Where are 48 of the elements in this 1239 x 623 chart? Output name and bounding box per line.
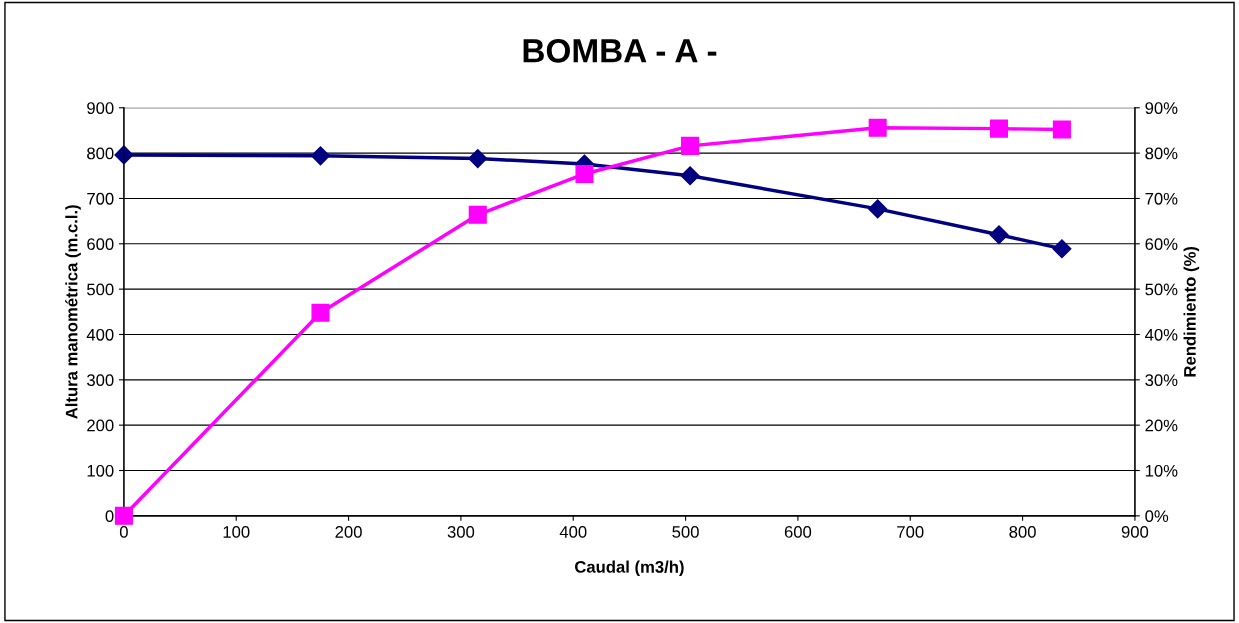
point <box>680 166 700 186</box>
x-tick-label: 900 <box>1121 526 1149 538</box>
x-tick-label: 800 <box>1009 526 1036 538</box>
y2-axis-title: Rendimiento (%) <box>1183 246 1200 377</box>
x-tick-label: 300 <box>447 526 475 538</box>
point <box>468 205 487 224</box>
x-axis-title: Caudal (m3/h) <box>575 560 684 577</box>
y-tick-label: 600 <box>87 238 114 250</box>
y-tick-label: 300 <box>87 374 114 387</box>
y2-tick-label: 70% <box>1145 192 1178 205</box>
y-tick-label: 700 <box>87 192 114 205</box>
y2-tick-label: 20% <box>1145 419 1178 432</box>
point <box>868 199 888 219</box>
point <box>681 136 700 155</box>
point <box>310 146 331 166</box>
y2-tick-label: 80% <box>1145 147 1178 160</box>
y2-tick-label: 60% <box>1145 238 1178 250</box>
point <box>868 118 887 137</box>
point <box>989 119 1009 138</box>
y2-tick-label: 0% <box>1145 510 1169 523</box>
chart-title: BOMBA - A - <box>523 39 717 63</box>
x-tick-label: 600 <box>784 526 812 538</box>
point <box>311 303 330 322</box>
point <box>575 164 594 184</box>
x-tick-label: 500 <box>672 526 699 538</box>
y-axis-title: Altura manométrica (m.c.l.) <box>65 205 81 419</box>
x-tick-label: 700 <box>897 526 924 538</box>
x-tick-label: 400 <box>559 526 587 538</box>
y-tick-label: 200 <box>87 419 114 432</box>
y2-tick-label: 30% <box>1145 374 1178 387</box>
y-tick-label: 0 <box>105 510 114 523</box>
y2-tick-label: 50% <box>1145 283 1178 296</box>
y-tick-label: 800 <box>87 147 114 160</box>
point <box>989 225 1009 245</box>
y-tick-label: 100 <box>87 464 114 477</box>
y2-tick-label: 10% <box>1145 464 1178 477</box>
x-tick-label: 200 <box>335 526 362 538</box>
y-tick-label: 500 <box>87 283 114 296</box>
point <box>468 149 488 169</box>
y2-tick-label: 90% <box>1145 102 1178 114</box>
y-tick-label: 900 <box>87 102 114 114</box>
y-tick-label: 400 <box>86 328 114 341</box>
x-tick-label: 100 <box>223 526 250 538</box>
x-tick-label: 0 <box>119 526 128 538</box>
point <box>114 506 133 525</box>
point <box>1052 120 1071 139</box>
y2-tick-label: 40% <box>1145 328 1178 341</box>
point <box>1052 239 1072 259</box>
